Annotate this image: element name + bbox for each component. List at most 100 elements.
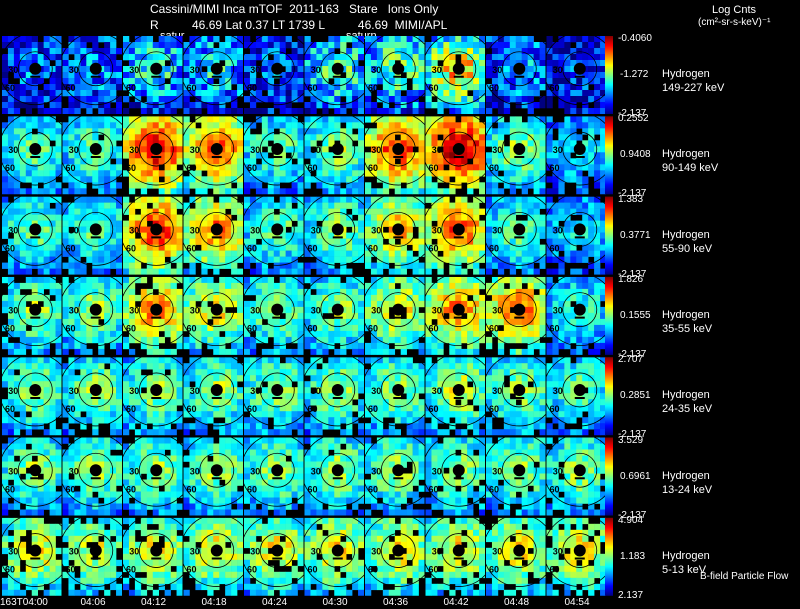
ring-30 (138, 292, 174, 328)
ring-60 (425, 437, 485, 507)
ring-label-30: 30 (432, 386, 442, 396)
ring-label-30: 30 (69, 145, 79, 155)
ring-label-60: 60 (187, 83, 197, 93)
ring-30 (17, 131, 53, 167)
ring-label-60: 60 (308, 565, 318, 575)
ring-60 (486, 357, 546, 427)
image-panel (123, 357, 183, 436)
saturn-marker (210, 303, 223, 316)
ring-30 (320, 131, 356, 167)
colorbar-mid: 0.9408 (620, 149, 651, 161)
ring-label-60: 60 (66, 565, 76, 575)
ring-label-60: 60 (187, 243, 197, 253)
colorbar-max: 3.529 (618, 434, 644, 446)
saturn-marker (89, 143, 102, 156)
ring-60 (486, 276, 546, 347)
image-panel (244, 116, 304, 195)
ring-60 (123, 357, 183, 427)
ring-30 (138, 211, 174, 247)
colorbar-max: 2.707 (618, 354, 644, 366)
ring-label-30: 30 (311, 306, 321, 316)
image-panel (425, 517, 485, 596)
image-panel (244, 196, 304, 275)
species-label: Hydrogen (662, 148, 710, 161)
image-panel (183, 517, 243, 596)
saturn-marker (331, 464, 344, 477)
ring-label-60: 60 (187, 163, 197, 173)
ring-label-30: 30 (69, 65, 79, 75)
ring-30 (199, 372, 235, 408)
saturn-marker (271, 62, 284, 75)
image-panel (546, 437, 606, 516)
ring-label-30: 30 (432, 65, 442, 75)
ring-60 (183, 517, 243, 587)
colorbar-mid: -1.272 (620, 69, 649, 80)
ring-label-60: 60 (5, 404, 15, 414)
ring-label-60: 60 (368, 404, 378, 414)
ring-label-30: 30 (553, 225, 563, 235)
image-panel (486, 437, 546, 516)
saturn-marker (29, 223, 42, 236)
ring-label-30: 30 (69, 547, 79, 557)
saturn-marker (29, 143, 42, 156)
image-panel (123, 116, 183, 195)
image-panel (62, 196, 122, 275)
image-panel (425, 116, 485, 195)
ring-label-60: 60 (429, 404, 439, 414)
image-panel (62, 36, 122, 114)
ring-label-30: 30 (311, 466, 321, 476)
ring-label-30: 30 (311, 145, 321, 155)
saturn-marker (452, 544, 465, 557)
ring-label-30: 30 (553, 65, 563, 75)
ring-30 (501, 533, 537, 568)
colorbar-min: -2.137 (618, 509, 647, 521)
ring-label-60: 60 (187, 324, 197, 334)
ring-60 (123, 517, 183, 587)
ring-label-60: 60 (126, 83, 136, 93)
ring-30 (320, 211, 356, 247)
species-label: Hydrogen (662, 68, 710, 80)
ring-60 (425, 196, 485, 266)
ring-label-30: 30 (190, 386, 200, 396)
image-panel (2, 357, 62, 436)
ring-label-60: 60 (66, 243, 76, 253)
energy-label: 90-149 keV (662, 162, 719, 175)
ring-30 (259, 131, 295, 167)
saturn-marker (29, 544, 42, 557)
saturn-marker (573, 62, 586, 75)
ring-label-30: 30 (129, 386, 139, 396)
ring-30 (441, 372, 477, 408)
ring-60 (183, 36, 243, 106)
species-label: Hydrogen (662, 469, 710, 482)
ring-30 (78, 372, 114, 408)
saturn-marker (452, 62, 465, 75)
saturn-marker (331, 383, 344, 396)
ring-label-60: 60 (550, 484, 560, 494)
saturn-marker (150, 544, 163, 557)
colorbar-min: 2.137 (618, 589, 644, 601)
colorbar (605, 116, 613, 195)
image-panel (546, 357, 606, 436)
colorbar-max: 1.383 (618, 193, 644, 205)
time-tick-label: 163T04:00 (0, 597, 48, 608)
ring-label-30: 30 (129, 547, 139, 557)
ring-30 (501, 452, 537, 488)
image-panel (123, 437, 183, 516)
image-panel (183, 36, 243, 114)
ring-label-60: 60 (550, 404, 560, 414)
ring-label-30: 30 (69, 225, 79, 235)
ring-label-60: 60 (429, 565, 439, 575)
ring-60 (62, 276, 122, 347)
ring-label-60: 60 (308, 324, 318, 334)
ring-label-60: 60 (489, 163, 499, 173)
image-panel (2, 437, 62, 516)
image-panel (123, 196, 183, 275)
ring-60 (365, 517, 425, 587)
saturn-marker (392, 143, 405, 156)
saturn-marker (573, 383, 586, 396)
ring-label-30: 30 (190, 306, 200, 316)
ring-30 (78, 452, 114, 488)
saturn-marker (513, 223, 526, 236)
ring-30 (78, 533, 114, 568)
ring-label-60: 60 (429, 324, 439, 334)
